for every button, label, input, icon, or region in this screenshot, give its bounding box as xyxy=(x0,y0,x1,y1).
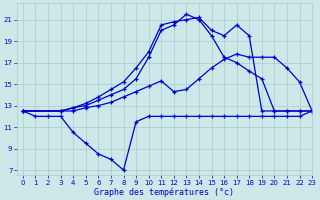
X-axis label: Graphe des températures (°c): Graphe des températures (°c) xyxy=(94,187,234,197)
